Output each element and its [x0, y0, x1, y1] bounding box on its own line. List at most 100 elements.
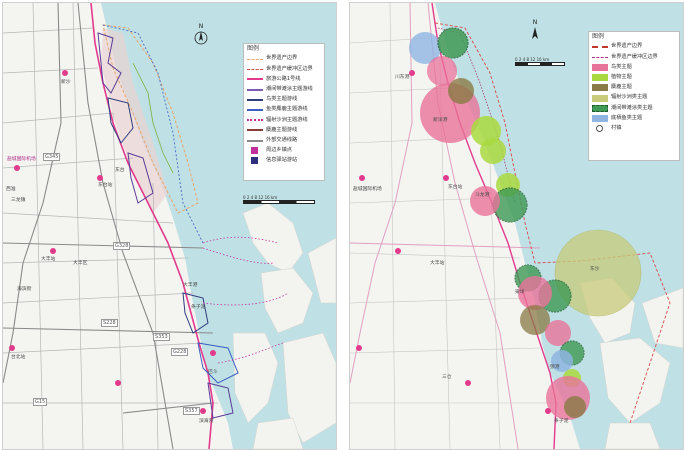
legend-label: 潮间带滩涂类主题 [611, 104, 653, 111]
north-arrow: N [528, 19, 542, 44]
place-label: 滨海港 [199, 419, 214, 424]
town-point-swatch [251, 147, 258, 155]
tourism-road-swatch [247, 78, 263, 81]
place-label: 条子泥 [554, 419, 569, 424]
legend-item: 麋鹿主题 [589, 83, 679, 93]
road-shield: G15 [33, 398, 48, 406]
place-label: 新洋港 [433, 118, 448, 123]
place-label: 海滨街 [17, 287, 32, 292]
place-label: 大丰站 [41, 257, 56, 262]
place-label: 条子泥 [191, 305, 206, 310]
place-label: 三仓 [442, 375, 452, 380]
road-shield: G228 [171, 348, 189, 356]
legend-item: 信息驿站游站 [244, 156, 324, 166]
legend-item: 世界遗产缓冲区边界 [244, 64, 324, 74]
place-label: 川东港 [395, 75, 410, 80]
legend-item: 辐射沙洲类主题 [589, 93, 679, 103]
heritage-swatch [247, 59, 263, 61]
right-map-panel: 图例 世界遗产边界 世界遗产缓冲区边界 鸟类主题 植物主题 麋鹿主题 辐射沙洲类… [349, 2, 684, 450]
scale-label: 0 2 4 8 12 16 km [243, 195, 278, 200]
place-label: 大丰港 [183, 283, 198, 288]
road-shield: S357 [183, 407, 200, 415]
benthic-theme-circle [409, 32, 441, 64]
legend-label: 麋鹿主题游线 [266, 126, 298, 133]
legend-item: 鸟类主题游线 [244, 95, 324, 105]
place-label: 新沙 [61, 80, 71, 85]
place-label: 弶港 [550, 365, 560, 370]
legend-label: 鱼类麋鹿主题游线 [266, 106, 308, 113]
legend-label: 潮间带滩涂主题游线 [266, 86, 313, 93]
legend-title: 图例 [247, 45, 260, 52]
legend-label: 村镇 [611, 124, 622, 131]
legend-label: 周边乡镇点 [266, 147, 292, 154]
legend-label: 鸟类主题游线 [266, 96, 298, 103]
intertidal-route-swatch [247, 88, 263, 91]
legend-label: 底栖鱼类主题 [611, 114, 643, 121]
place-label: 梁垛 [515, 290, 525, 295]
scale-bar: 0 2 4 8 12 16 km [243, 195, 315, 204]
benthic-theme-circle [551, 350, 573, 372]
compass-icon [194, 31, 208, 45]
scale-label: 0 2 4 8 12 16 km [515, 57, 550, 62]
road-shield: G328 [113, 242, 131, 250]
legend-item: 世界遗产边界 [244, 54, 324, 64]
town-markers [9, 70, 216, 414]
legend-label: 世界遗产边界 [611, 43, 643, 50]
plant-swatch [592, 74, 608, 82]
north-arrow: N [194, 23, 208, 48]
legend-item: 底栖鱼类主题 [589, 113, 679, 123]
left-map-panel: 图例 世界遗产边界 世界遗产缓冲区边界 旅游公路1号线 潮间带滩涂主题游线 鸟类… [2, 2, 337, 450]
place-label: 西淮 [6, 187, 16, 192]
bird-theme-circle [545, 320, 571, 346]
sandbar-theme-circle [554, 229, 642, 317]
road-network [3, 3, 218, 449]
legend-item: 辐射沙洲主题游线 [244, 115, 324, 125]
legend-label: 鸟类主题 [611, 63, 632, 70]
right-legend: 图例 世界遗产边界 世界遗产缓冲区边界 鸟类主题 植物主题 麋鹿主题 辐射沙洲类… [588, 31, 680, 161]
legend-item: 潮间带滩涂类主题 [589, 103, 679, 113]
legend-label: 麋鹿主题 [611, 84, 632, 91]
elk-route-swatch [247, 129, 263, 132]
plant-theme-circle [480, 138, 506, 164]
legend-label: 辐射沙洲主题游线 [266, 116, 308, 123]
town-markers [356, 70, 551, 414]
heritage-coast-zone [101, 28, 168, 213]
legend-label: 外部交通线路 [266, 136, 298, 143]
village-swatch [596, 125, 603, 133]
theme-circles [409, 27, 642, 420]
place-label: 巴斗 [208, 370, 218, 375]
bird-route-swatch [247, 98, 263, 101]
elk-theme-circle [448, 78, 474, 104]
fish-route-swatch [247, 109, 263, 112]
place-label: 台北站 [11, 355, 26, 360]
scale-bar: 0 2 4 8 12 16 km [515, 57, 565, 66]
legend-item: 外部交通线路 [244, 136, 324, 146]
external-road-swatch [247, 139, 263, 142]
vegetation-strip [132, 62, 174, 174]
sandbar-routes [202, 236, 289, 364]
legend-item: 植物主题 [589, 73, 679, 83]
place-label: 盐城国际机场 [353, 187, 382, 192]
legend-label: 世界遗产缓冲区边界 [611, 53, 658, 60]
elk-swatch [592, 84, 608, 92]
legend-label: 植物主题 [611, 74, 632, 81]
bird-theme-circle [518, 276, 552, 310]
scale-graphic [243, 200, 315, 204]
theme-routes [97, 32, 239, 419]
sandbar-islands [232, 202, 336, 449]
place-label: 三龙镇 [11, 198, 26, 203]
legend-label: 世界遗产缓冲区边界 [266, 65, 313, 72]
buffer-swatch [592, 56, 608, 58]
place-label: 盐城国际机场 [7, 157, 36, 162]
legend-item: 世界遗产边界 [589, 42, 679, 52]
legend-label: 信息驿站游站 [266, 157, 298, 164]
north-label: N [532, 19, 538, 26]
legend-item: 村镇 [589, 124, 679, 134]
bird-theme-circle [470, 186, 500, 216]
buffer-boundary [434, 22, 671, 424]
scale-graphic [515, 62, 565, 66]
road-shield: S353 [153, 333, 170, 341]
sandbar-route-swatch [247, 119, 263, 122]
place-label: 大丰站 [430, 261, 445, 266]
place-label: 东台站 [448, 185, 463, 190]
